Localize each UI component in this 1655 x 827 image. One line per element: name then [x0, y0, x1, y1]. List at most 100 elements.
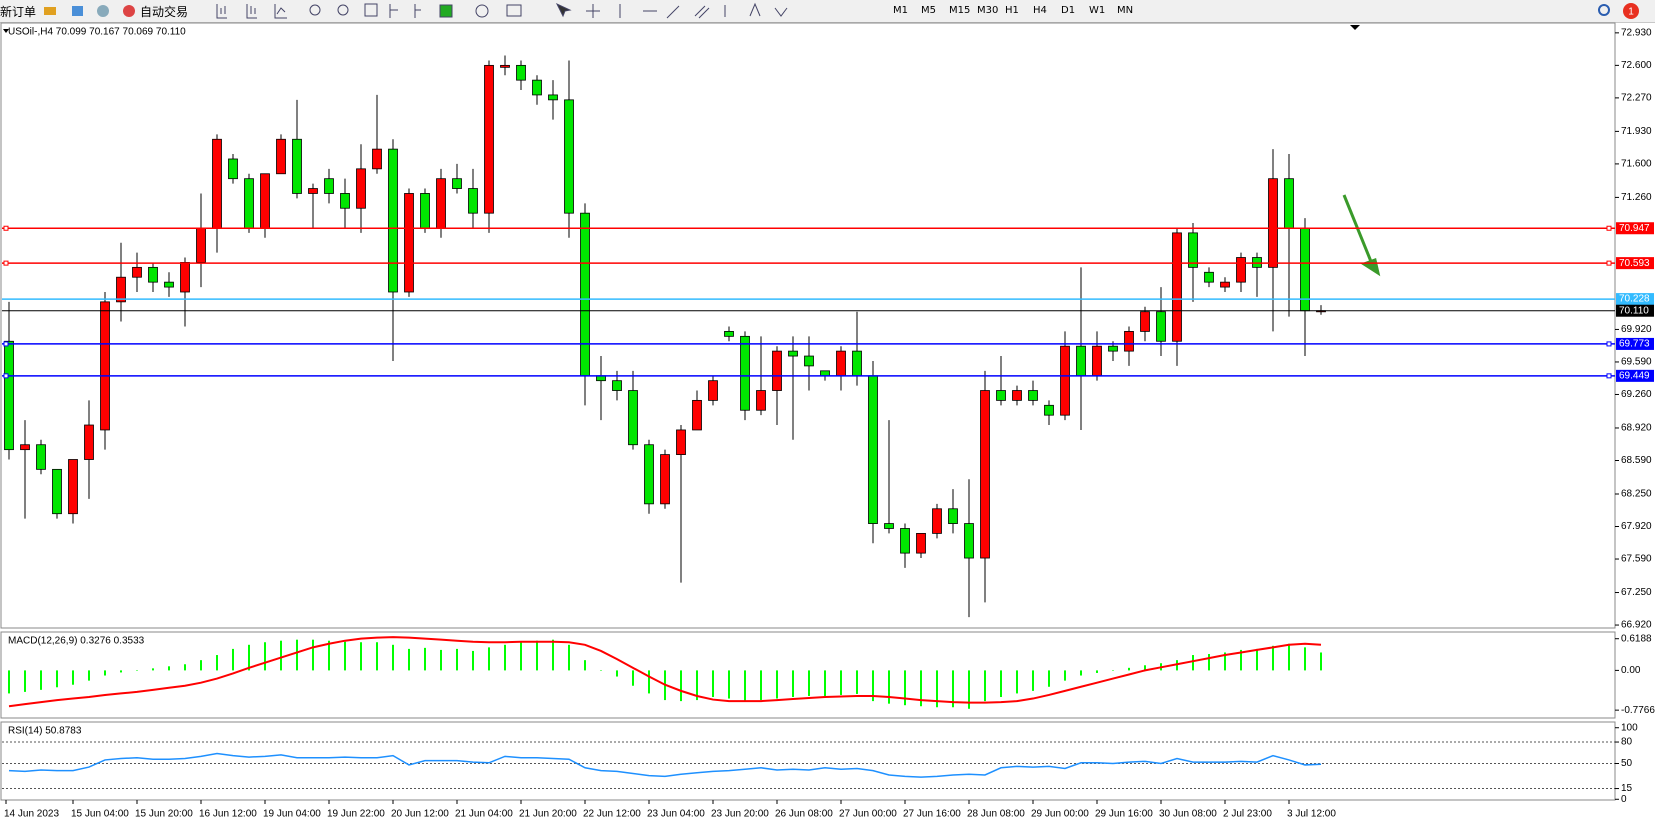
macd-bar	[1144, 665, 1146, 671]
candle-body	[164, 281, 174, 288]
candle-body	[404, 193, 414, 293]
candle-body	[356, 168, 366, 209]
macd-bar	[1176, 660, 1178, 671]
timeframe-button[interactable]: MN	[1117, 5, 1134, 16]
candle-body	[852, 350, 862, 377]
macd-bar	[584, 660, 586, 671]
macd-bar	[136, 670, 138, 671]
x-tick-label: 15 Jun 20:00	[135, 809, 193, 820]
level-handle	[1606, 225, 1612, 231]
macd-bar	[888, 670, 890, 704]
level-label: 70.228	[1619, 294, 1650, 305]
timeframe-button[interactable]: H1	[1005, 5, 1019, 16]
panel-title: RSI(14) 50.8783	[8, 726, 82, 737]
level-label-bg	[1616, 337, 1654, 350]
candle-body	[260, 173, 270, 229]
auto-trading-button[interactable]: 自动交易	[140, 5, 189, 19]
candle-body	[756, 390, 766, 411]
y-tick-label: 68.590	[1621, 455, 1652, 466]
x-tick-label: 22 Jun 12:00	[583, 809, 641, 820]
macd-bar	[1048, 670, 1050, 687]
shift-marker	[1350, 25, 1360, 30]
macd-bar	[680, 670, 682, 702]
y-tick-label: 68.250	[1621, 489, 1652, 500]
rsi-line	[8, 752, 1322, 778]
icon	[123, 5, 135, 17]
signal-line	[8, 636, 1322, 708]
candle-body	[1012, 390, 1022, 401]
macd-bar	[968, 670, 970, 709]
macd-bar	[424, 647, 426, 671]
timeframe-button[interactable]: W1	[1089, 5, 1106, 16]
candle-body	[740, 335, 750, 411]
candle-body	[1044, 404, 1054, 416]
candle-body	[228, 158, 238, 180]
macd-bar	[744, 670, 746, 702]
macd-bar	[56, 670, 58, 688]
macd-bar	[1032, 670, 1034, 691]
notification-badge[interactable]: 1	[1628, 7, 1634, 18]
rsi-panel	[0, 721, 1616, 801]
macd-bar	[536, 640, 538, 671]
candle-body	[1268, 178, 1278, 268]
candle-body	[996, 390, 1006, 401]
y-tick-label: 0.00	[1621, 665, 1641, 676]
macd-bar	[1240, 649, 1242, 671]
level-label-bg	[1616, 369, 1654, 382]
macd-bar	[488, 647, 490, 671]
candle-body	[820, 370, 830, 377]
tool-icons	[216, 2, 788, 19]
macd-bar	[856, 670, 858, 694]
macd-bar	[1320, 652, 1322, 671]
macd-bar	[712, 670, 714, 698]
icon	[97, 5, 109, 17]
macd-bar	[408, 648, 410, 671]
macd-bar	[1000, 670, 1002, 698]
level-handle	[1606, 341, 1612, 347]
macd-bar	[232, 648, 234, 671]
macd-bar	[1128, 667, 1130, 671]
candle-body	[1300, 227, 1310, 312]
macd-bar	[1192, 655, 1194, 671]
timeframe-button[interactable]: M30	[977, 5, 999, 16]
x-tick-label: 21 Jun 04:00	[455, 809, 513, 820]
timeframe-button[interactable]: H4	[1033, 5, 1047, 16]
macd-bar	[1080, 670, 1082, 676]
candle-body	[132, 266, 142, 278]
timeframe-button[interactable]: M15	[949, 5, 971, 16]
candle-body	[340, 193, 350, 209]
macd-bar	[1096, 670, 1098, 673]
macd-bar	[952, 670, 954, 708]
new-order-button[interactable]: 新订单	[0, 5, 37, 19]
candle-body	[644, 444, 654, 505]
x-tick-label: 21 Jun 20:00	[519, 809, 577, 820]
macd-bar	[728, 670, 730, 699]
candle-body	[244, 178, 254, 229]
candle-body	[20, 444, 30, 451]
candle-body	[1204, 271, 1214, 283]
candle-body	[772, 350, 782, 391]
level-handle	[3, 341, 9, 347]
macd-bar	[120, 670, 122, 673]
timeframe-button[interactable]: D1	[1061, 5, 1076, 16]
candle-body	[692, 399, 702, 431]
x-tick-label: 26 Jun 08:00	[775, 809, 833, 820]
level-label: 70.947	[1619, 223, 1650, 234]
x-tick-label: 3 Jul 12:00	[1287, 809, 1336, 820]
candle-body	[1108, 345, 1118, 352]
candle-body	[420, 193, 430, 229]
level-handle	[3, 373, 9, 379]
candle-body	[548, 94, 558, 101]
macd-bar	[360, 642, 362, 671]
y-tick-label: 72.600	[1621, 60, 1652, 71]
macd-bar	[216, 655, 218, 671]
timeframe-button[interactable]: M1	[893, 5, 908, 16]
timeframe-button[interactable]: M5	[921, 5, 936, 16]
level-handle	[3, 260, 9, 266]
x-tick-label: 28 Jun 08:00	[967, 809, 1025, 820]
candle-body	[84, 424, 94, 460]
level-handle	[1606, 260, 1612, 266]
macd-bar	[248, 644, 250, 671]
candle-body	[292, 138, 302, 194]
